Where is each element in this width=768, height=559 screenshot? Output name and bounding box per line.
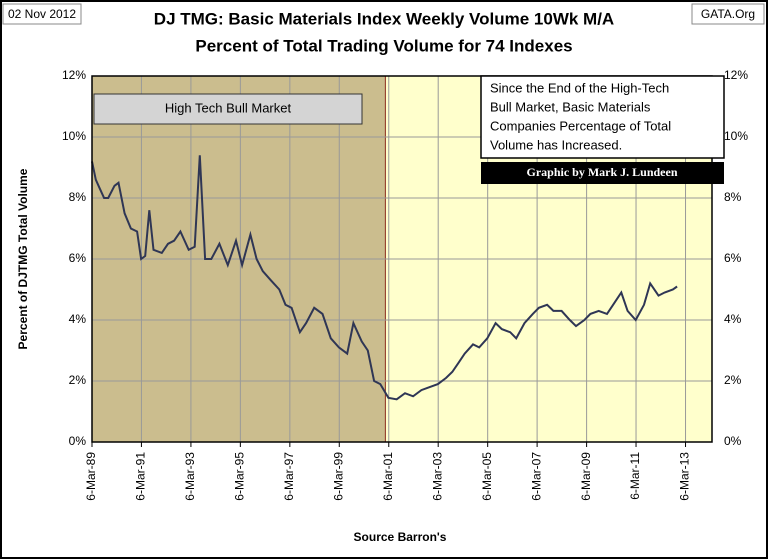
x-tick-label: 6-Mar-11	[628, 452, 642, 500]
data-line	[91, 155, 678, 401]
y-axis-label: Percent of DJTMG Total Volume	[16, 168, 30, 349]
y-tick-label: 12%	[62, 68, 86, 82]
chart-subtitle: Percent of Total Trading Volume for 74 I…	[195, 36, 572, 55]
x-tick-label: 6-Mar-97	[282, 452, 296, 501]
site: GATA.Org	[701, 7, 755, 21]
credit: Graphic by Mark J. Lundeen	[526, 165, 677, 179]
shade-label: High Tech Bull Market	[165, 100, 292, 115]
date-box	[2, 3, 82, 25]
x-tick-label: 6-Mar-07	[529, 452, 543, 501]
y2-tick-label: 10%	[724, 129, 748, 143]
shade-label-box	[93, 93, 363, 125]
y2-tick-label: 8%	[724, 190, 742, 204]
x-tick-label: 6-Mar-01	[381, 452, 395, 501]
x-tick-label: 6-Mar-93	[183, 452, 197, 501]
y-tick-label: 8%	[69, 190, 87, 204]
x-tick-label: 6-Mar-09	[579, 452, 593, 501]
note-line: Companies Percentage of Total	[490, 118, 671, 133]
y2-tick-label: 2%	[724, 373, 742, 387]
y2-tick-label: 4%	[724, 312, 742, 326]
x-tick-label: 6-Mar-99	[331, 452, 345, 501]
y-tick-label: 0%	[69, 434, 87, 448]
chart-title: DJ TMG: Basic Materials Index Weekly Vol…	[154, 9, 614, 28]
y-tick-label: 2%	[69, 373, 87, 387]
y-tick-label: 10%	[62, 129, 86, 143]
credit-box	[481, 162, 724, 184]
date: 02 Nov 2012	[8, 7, 76, 21]
note-line: Volume has Increased.	[490, 137, 622, 152]
x-tick-label: 6-Mar-91	[134, 452, 148, 501]
y2-tick-label: 12%	[724, 68, 748, 82]
source-box	[691, 3, 765, 25]
x-axis-label: Source Barron's	[354, 530, 447, 544]
plot-border	[91, 75, 713, 443]
x-tick-label: 6-Mar-03	[430, 452, 444, 501]
y-tick-label: 4%	[69, 312, 87, 326]
y2-tick-label: 0%	[724, 434, 742, 448]
x-tick-label: 6-Mar-89	[84, 452, 98, 501]
note-line: Bull Market, Basic Materials	[490, 99, 651, 114]
note-line: Since the End of the High-Tech	[490, 80, 669, 95]
y-tick-label: 6%	[69, 251, 87, 265]
x-tick-label: 6-Mar-13	[678, 452, 692, 501]
x-tick-label: 6-Mar-95	[233, 452, 247, 501]
note-box	[480, 75, 725, 159]
y2-tick-label: 6%	[724, 251, 742, 265]
x-tick-label: 6-Mar-05	[480, 452, 494, 501]
